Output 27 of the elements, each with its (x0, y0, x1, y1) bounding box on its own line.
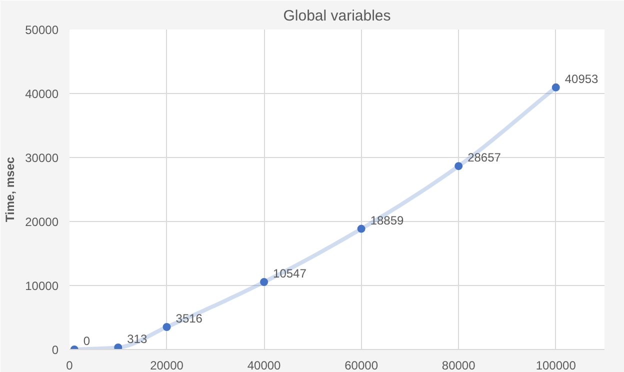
x-tick-label: 0 (66, 358, 74, 372)
data-label: 18859 (370, 213, 404, 228)
y-axis-title: Time, msec (3, 156, 18, 222)
point (162, 323, 171, 331)
data-label: 10547 (273, 266, 307, 280)
x-tick-label: 40000 (247, 358, 282, 372)
data-label: 3516 (176, 312, 203, 326)
data-label: 0 (83, 334, 90, 348)
y-tick-label: 30000 (25, 151, 59, 165)
y-tick-label: 40000 (25, 87, 59, 101)
x-tick-label: 100000 (536, 358, 576, 372)
point (552, 83, 560, 92)
y-tick-label: 50000 (25, 23, 59, 37)
point (454, 162, 463, 170)
x-tick-label: 80000 (442, 358, 476, 372)
point (357, 224, 366, 233)
x-tick-label: 20000 (150, 358, 184, 372)
data-label: 28657 (468, 150, 502, 165)
y-tick-label: 0 (52, 343, 59, 357)
point (260, 278, 268, 286)
data-label: 40953 (564, 72, 599, 86)
data-label: 313 (127, 332, 148, 346)
point (114, 344, 122, 350)
y-tick-label: 20000 (25, 215, 59, 229)
y-tick-label: 10000 (25, 279, 59, 293)
chart-title: Global variables (283, 8, 391, 24)
x-tick-label: 60000 (344, 358, 378, 372)
